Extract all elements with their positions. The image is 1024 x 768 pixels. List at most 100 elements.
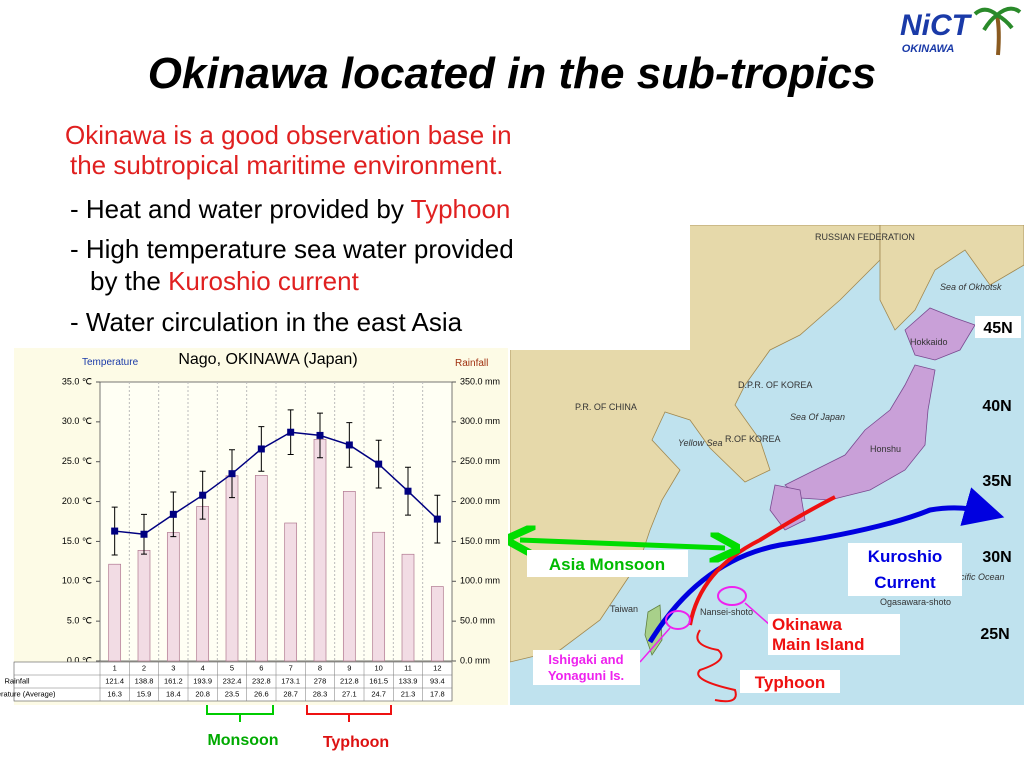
y-axis-label: Temperature (82, 357, 139, 368)
temperature-marker (111, 527, 119, 535)
table-cell: 161.5 (369, 676, 388, 685)
temperature-marker (287, 428, 295, 436)
table-cell: 27.1 (342, 689, 357, 698)
x-tick-label: 3 (171, 663, 175, 672)
typhoon-brace (306, 705, 392, 722)
intro-line: the subtropical maritime environment. (70, 150, 504, 180)
label-box (975, 316, 1021, 338)
place-label: Yellow Sea (678, 438, 723, 448)
data-table (13, 661, 453, 702)
y-tick-label: 15.0 ℃ (62, 536, 92, 546)
table-row-label: Rainfall (4, 676, 29, 685)
kuroshio-arrow (647, 487, 1005, 644)
chart-title: Nago, OKINAWA (Japan) (178, 351, 357, 368)
rainfall-bar (196, 506, 210, 662)
islands-label: Ishigaki and (548, 652, 623, 667)
y2-axis-label: Rainfall (455, 358, 488, 369)
table-cell: 28.7 (283, 689, 298, 698)
table-cell: 173.1 (281, 676, 300, 685)
table-cell: 21.3 (401, 689, 416, 698)
table-cell: 15.9 (137, 689, 152, 698)
table-cell: 161.2 (164, 676, 183, 685)
x-tick-label: 5 (230, 663, 234, 672)
place-label: RUSSIAN FEDERATION (815, 232, 915, 242)
table-cell: 17.8 (430, 689, 445, 698)
temperature-marker (375, 460, 383, 468)
okinawa-marker (717, 586, 747, 606)
latitude-label: 25N (980, 626, 1009, 643)
map: RUSSIAN FEDERATION Sea of Okhotsk Hokkai… (510, 225, 1024, 705)
monsoon-brace (206, 705, 274, 722)
bullet-highlight: Kuroshio current (168, 266, 360, 296)
islands-label: Yonaguni Is. (548, 668, 624, 683)
table-cell: 26.6 (254, 689, 269, 698)
label-box (768, 614, 900, 655)
y-tick-label: 35.0 ℃ (62, 376, 92, 386)
temperature-marker (199, 491, 207, 499)
x-tick-label: 1 (113, 663, 117, 672)
y-tick-label: 25.0 ℃ (62, 456, 92, 466)
y-tick-label: 10.0 ℃ (62, 576, 92, 586)
x-tick-label: 9 (347, 663, 351, 672)
x-tick-label: 4 (201, 663, 205, 672)
rainfall-bar (401, 553, 415, 662)
place-label: Nansei-shoto (700, 607, 753, 617)
rainfall-bar (225, 475, 239, 662)
temperature-marker (228, 470, 236, 478)
typhoon-season: Typhoon (323, 734, 389, 751)
rainfall-bar (166, 532, 180, 662)
palm-icon (973, 6, 1022, 56)
logo-sub: OKINAWA (902, 43, 955, 55)
ishigaki-marker (665, 610, 691, 630)
bullet: - Water circulation in the east Asia (70, 307, 463, 337)
climate-chart: Nago, OKINAWA (Japan) Temperature Rainfa… (0, 348, 508, 705)
table-cell: 133.9 (399, 676, 418, 685)
bullet: - High temperature sea water provided (70, 234, 514, 264)
table-cell: 138.8 (135, 676, 154, 685)
x-tick-label: 7 (289, 663, 293, 672)
rainfall-bar (342, 491, 356, 662)
table-cell: 16.3 (107, 689, 122, 698)
rainfall-bar (108, 563, 122, 662)
table-cell: 193.9 (193, 676, 212, 685)
table-cell: 121.4 (105, 676, 124, 685)
table-cell: 23.5 (225, 689, 240, 698)
hokkaido (904, 307, 976, 361)
x-tick-label: 2 (142, 663, 146, 672)
okinawa-label: Okinawa (772, 615, 842, 634)
x-tick-label: 8 (318, 663, 322, 672)
y-tick-label: 20.0 ℃ (62, 496, 92, 506)
latitude-label: 40N (982, 398, 1011, 415)
bullet-text: by the (90, 266, 161, 296)
temperature-marker (404, 487, 412, 495)
rainfall-bar (372, 531, 386, 662)
typhoon-track (688, 495, 836, 626)
label-box (533, 650, 640, 685)
okinawa-label: Main Island (772, 635, 865, 654)
place-label: Sea Of Japan (790, 412, 845, 422)
x-tick-label: 12 (433, 663, 441, 672)
typhoon-spiral (696, 629, 737, 703)
place-label: P.R. OF CHINA (575, 402, 637, 412)
temperature-marker (257, 445, 265, 453)
bullet-text: - Heat and water provided by (70, 194, 404, 224)
table-cell: 232.8 (252, 676, 271, 685)
place-label: R.OF KOREA (725, 434, 781, 444)
rainfall-bar (430, 586, 444, 662)
y2-tick-label: 300.0 mm (460, 416, 500, 426)
table-cell: 212.8 (340, 676, 359, 685)
y-tick-label: 5.0 ℃ (67, 616, 92, 626)
russia-east (879, 225, 1024, 331)
monsoon-season: Monsoon (207, 732, 278, 749)
x-tick-label: 11 (404, 663, 412, 672)
latitude-label: 35N (982, 473, 1011, 490)
x-tick-label: 6 (259, 663, 263, 672)
temperature-marker (169, 510, 177, 518)
place-label: Taiwan (610, 604, 638, 614)
table-cell: 232.4 (223, 676, 242, 685)
table-cell: 278 (314, 676, 327, 685)
monsoon-label: Asia Monsoon (549, 555, 665, 574)
latitude-label: 45N (983, 320, 1012, 337)
